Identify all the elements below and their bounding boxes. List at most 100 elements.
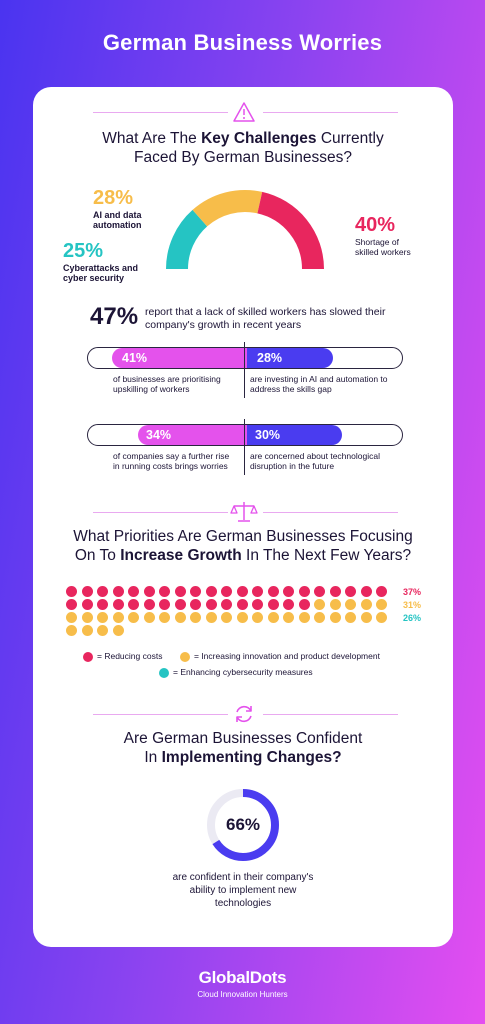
priority-dot [81,599,93,610]
footer-tagline: Cloud Innovation Hunters [197,990,288,999]
comparison-bar-1: 41% 28% [87,347,403,369]
priority-dot [252,612,263,623]
priority-dot [112,612,124,623]
priority-dot [267,612,279,623]
priority-dot [329,599,341,610]
priority-dot [66,586,77,597]
legend-dot [83,651,93,662]
donut-arc [207,789,279,861]
priority-dot [314,612,325,623]
priority-dot [81,612,93,623]
priority-dot [112,625,124,636]
priority-dot [66,612,77,623]
gauge-segment [256,191,324,270]
priority-dot [329,612,341,623]
stat-value: 47% [90,303,139,330]
divider [263,512,398,513]
priority-dot [221,599,232,610]
priority-dot [252,599,263,610]
priority-dot [298,586,310,597]
priority-dot [97,599,108,610]
divider [93,714,228,715]
section1-heading: What Are The Key Challenges Currently Fa… [102,130,384,166]
legend-dot [159,667,169,678]
gauge-segment [166,209,208,270]
priority-dot [66,599,77,610]
bar1-left-text: of businesses are prioritising upskillin… [113,374,221,394]
dot-grid [66,586,406,638]
donut-caption: are confident in their company's ability… [172,872,314,909]
priority-dot [97,625,108,636]
priority-dot [128,612,139,623]
priority-dot [159,612,170,623]
priority-dot [174,599,186,610]
legend-item: = Enhancing cybersecurity measures [159,667,313,678]
priority-dot [221,586,232,597]
bar2-left-text: of companies say a further rise in runni… [113,451,230,471]
priority-dot [205,586,217,597]
bar-center-line [244,419,245,475]
scale-icon [230,502,258,522]
row-value: 26% [403,613,422,623]
gauge-label: AI and data automation [93,210,142,230]
legend-dot [180,651,190,662]
gauge-item-skilled: 40% Shortage of skilled workers [355,214,425,257]
bar-center-line [244,342,245,398]
row-value: 31% [403,600,422,610]
section2-heading: What Priorities Are German Businesses Fo… [73,528,413,564]
priority-dot [283,599,294,610]
divider [93,112,228,113]
priority-dot [190,586,201,597]
priority-dot [205,599,217,610]
priority-dot [298,599,310,610]
priority-dot [314,599,325,610]
confidence-donut [207,789,279,861]
stat-text: report that a lack of skilled workers ha… [145,306,386,331]
priority-dot [174,612,186,623]
priority-dot [174,586,186,597]
priority-dot [143,612,155,623]
priority-dot [236,599,248,610]
legend-item: = Reducing costs [83,651,162,662]
priority-dot [345,612,356,623]
priority-dot [205,612,217,623]
gauge-label: Shortage of skilled workers [355,237,411,257]
bar-segment-left: 41% [112,348,247,368]
priority-dot [143,599,155,610]
priority-dot [159,599,170,610]
priority-dot [345,586,356,597]
priority-dot [97,586,108,597]
priority-dot [66,625,77,636]
priority-dot [128,586,139,597]
priority-dot [376,599,387,610]
comparison-bar-2: 34% 30% [87,424,403,446]
divider [263,714,398,715]
priority-dot [236,612,248,623]
bar-segment-right: 30% [247,425,342,445]
challenges-gauge [166,190,324,270]
gauge-label: Cyberattacks and cyber security [63,263,139,283]
legend-item: = Increasing innovation and product deve… [180,651,380,662]
priority-dot [252,586,263,597]
donut-value: 66% [225,815,261,834]
warning-icon [233,102,255,122]
bar2-right-text: are concerned about technological disrup… [250,451,380,471]
priority-dot [221,612,232,623]
gauge-value: 28% [93,187,134,209]
priority-dot [112,599,124,610]
infographic-card: What Are The Key Challenges Currently Fa… [33,87,453,947]
priority-dot [298,612,310,623]
page-title: German Business Worries [102,30,383,55]
gauge-value: 40% [355,214,396,236]
section3-heading: Are German Businesses Confident In Imple… [123,730,363,766]
bar-segment-right: 28% [247,348,333,368]
divider [263,112,398,113]
gauge-item-cyber: 25% Cyberattacks and cyber security [63,240,153,283]
bar-segment-left: 34% [138,425,247,445]
priority-dot [329,586,341,597]
priority-dot [314,586,325,597]
priority-dot [81,625,93,636]
gauge-value: 25% [63,240,104,262]
priority-dot [283,586,294,597]
row-value: 37% [403,587,422,597]
